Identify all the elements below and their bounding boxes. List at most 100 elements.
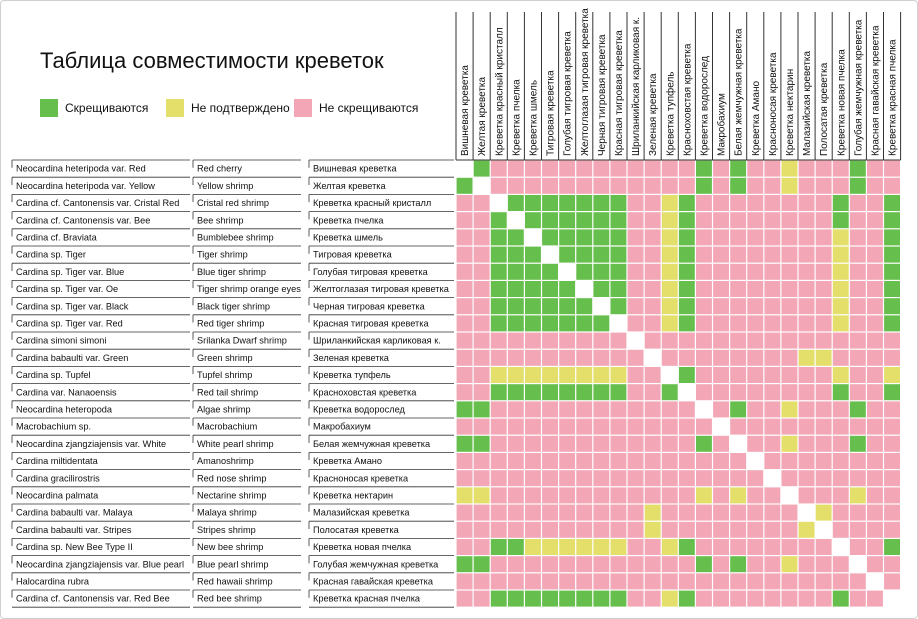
legend-swatch-green [40,99,58,117]
cell-r0-c12 [661,160,678,177]
cell-r20-c5 [542,504,558,521]
cell-r17-c3 [507,453,524,469]
cell-r22-c1 [473,539,490,555]
cell-r19-c3 [507,487,524,504]
cell-r10-c20 [798,332,815,349]
cell-r14-c5 [542,401,558,418]
cell-r0-c0 [456,160,473,177]
cell-r13-c8 [593,384,610,401]
cell-r0-c9 [610,160,627,177]
cell-r6-c4 [525,263,541,280]
cell-r16-c16 [730,435,747,452]
cell-r3-c6 [559,212,576,229]
cell-r14-c3 [507,401,524,418]
cell-r21-c4 [525,521,541,538]
cell-r7-c20 [798,281,815,297]
cell-r20-c4 [525,504,541,521]
cell-r1-c24 [867,177,883,194]
cell-r24-c9 [610,573,627,590]
cell-r22-c21 [815,539,832,555]
cell-r20-c20 [798,504,815,521]
cell-r6-c1 [473,263,490,280]
cell-r2-c18 [764,195,781,211]
row-label-russian: Креветка Амано [313,456,382,466]
cell-r15-c23 [849,418,866,435]
column-label: Макробахиум [716,93,728,156]
cell-r22-c23 [849,539,866,555]
cell-r22-c16 [730,539,747,555]
row-label-russian: Шриланкийская карликовая к. [313,336,441,346]
cell-r23-c4 [525,556,541,573]
cell-r23-c15 [713,556,729,573]
cell-r9-c25 [884,315,900,332]
cell-r7-c13 [678,281,695,297]
row-label-english: Red tail shrimp [197,387,258,397]
cell-r2-c6 [559,195,576,211]
row-label-latin: Neocardina zjangziajensis var. White [16,439,166,449]
row-label-russian: Красноносая креветка [313,473,409,483]
cell-r21-c11 [644,521,661,538]
cell-r13-c11 [644,384,661,401]
cell-r1-c9 [610,177,627,194]
cell-r20-c1 [473,504,490,521]
cell-r23-c16 [730,556,747,573]
cell-r25-c12 [661,590,678,607]
cell-r16-c24 [867,435,883,452]
column-label: Красноносая креветка [768,52,779,156]
cell-r3-c14 [696,212,712,229]
cell-r2-c11 [644,195,661,211]
cell-r10-c12 [661,332,678,349]
cell-r7-c22 [832,281,849,297]
cell-r12-c21 [815,367,832,383]
cell-r5-c17 [747,246,764,263]
row-label-latin: Neocardina zjangziajensis var. Blue pear… [16,559,184,569]
cell-r23-c11 [644,556,661,573]
cell-r15-c1 [473,418,490,435]
cell-r22-c7 [576,539,593,555]
column-label: Желтоглазая тигровая креветка [580,8,591,156]
cell-r10-c7 [576,332,593,349]
cell-r16-c8 [593,435,610,452]
cell-r6-c23 [849,263,866,280]
cell-r5-c10 [627,246,644,263]
row-label-english: Stripes shrimp [197,525,256,535]
cell-r2-c9 [610,195,627,211]
cell-r9-c21 [815,315,832,332]
cell-r19-c17 [747,487,764,504]
cell-r9-c19 [781,315,798,332]
cell-r15-c4 [525,418,541,435]
row-label-latin: Cardina simoni simoni [16,336,106,346]
cell-r15-c0 [456,418,473,435]
cell-r11-c0 [456,349,473,366]
cell-r8-c19 [781,298,798,315]
cell-r17-c18 [764,453,781,469]
cell-r4-c23 [849,229,866,246]
row-label-latin: Cardina babaulti var. Malaya [16,508,133,518]
cell-r14-c19 [781,401,798,418]
cell-r21-c0 [456,521,473,538]
cell-r7-c6 [559,281,576,297]
column-label: Креветка красный кристалл [494,27,505,156]
cell-r16-c6 [559,435,576,452]
cell-r14-c7 [576,401,593,418]
cell-r16-c3 [507,435,524,452]
cell-r5-c9 [610,246,627,263]
cell-r5-c11 [644,246,661,263]
cell-r6-c8 [593,263,610,280]
cell-r3-c4 [525,212,541,229]
cell-r20-c10 [627,504,644,521]
cell-r21-c12 [661,521,678,538]
cell-r15-c25 [884,418,900,435]
cell-r24-c4 [525,573,541,590]
cell-r12-c13 [678,367,695,383]
cell-r21-c5 [542,521,558,538]
cell-r15-c9 [610,418,627,435]
cell-r1-c2 [490,177,507,194]
cell-r16-c13 [678,435,695,452]
cell-r9-c18 [764,315,781,332]
cell-r8-c14 [696,298,712,315]
cell-r25-c9 [610,590,627,607]
cell-r4-c16 [730,229,747,246]
cell-r11-c16 [730,349,747,366]
cell-r9-c13 [678,315,695,332]
